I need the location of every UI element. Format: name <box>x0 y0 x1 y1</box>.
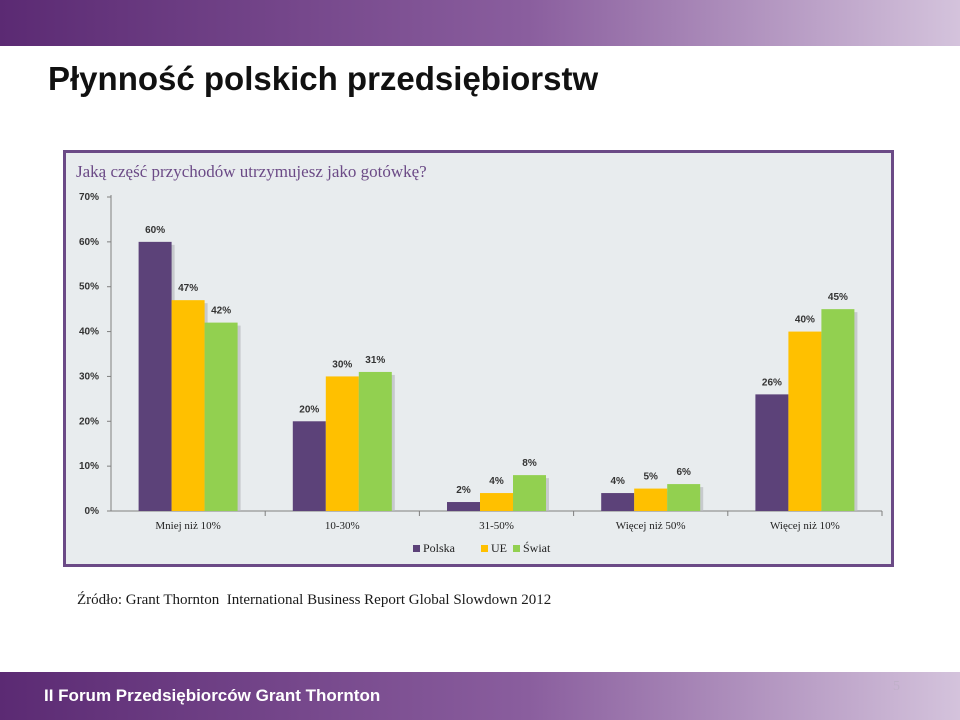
bar-świat <box>667 484 701 511</box>
legend-label: Świat <box>523 541 551 555</box>
data-label: 31% <box>365 355 385 366</box>
bar-polska <box>755 394 789 511</box>
bar-świat <box>821 309 855 511</box>
data-label: 20% <box>299 404 319 415</box>
top-band <box>0 0 960 46</box>
legend-label: Polska <box>423 541 456 555</box>
bar-świat <box>358 371 392 511</box>
legend-swatch-świat <box>513 545 520 552</box>
chart-panel: Jaką część przychodów utrzymujesz jako g… <box>63 150 894 567</box>
y-tick-label: 70% <box>79 192 99 203</box>
bar-polska <box>138 241 172 511</box>
y-tick-label: 0% <box>85 506 100 517</box>
bar-ue <box>171 300 205 511</box>
bar-polska <box>447 502 480 511</box>
y-tick-label: 30% <box>79 371 99 382</box>
y-tick-label: 60% <box>79 237 99 248</box>
data-label: 4% <box>489 476 504 487</box>
data-label: 6% <box>676 467 691 478</box>
footer-event-name: II Forum Przedsiębiorców Grant Thornton <box>44 686 381 705</box>
bar-polska <box>292 421 326 511</box>
data-label: 2% <box>456 485 471 496</box>
page-number: 5 <box>893 679 900 694</box>
y-tick-label: 10% <box>79 461 99 472</box>
bar-polska <box>601 493 635 511</box>
data-label: 42% <box>211 306 231 317</box>
y-tick-label: 20% <box>79 416 99 427</box>
bar-świat <box>513 475 546 511</box>
y-tick-label: 50% <box>79 282 99 293</box>
data-label: 5% <box>643 472 658 483</box>
bar-chart: Jaką część przychodów utrzymujesz jako g… <box>76 162 883 555</box>
x-category-label: Więcej niż 10% <box>770 520 840 532</box>
data-label: 8% <box>522 458 537 469</box>
x-category-label: 31-50% <box>479 520 514 532</box>
data-label: 26% <box>762 377 782 388</box>
bar-ue <box>480 493 513 511</box>
source-note: Źródło: Grant Thornton International Bus… <box>77 592 552 608</box>
legend-label: UE <box>491 541 507 555</box>
data-label: 45% <box>828 292 848 303</box>
legend-swatch-polska <box>413 545 420 552</box>
chart-title: Jaką część przychodów utrzymujesz jako g… <box>76 162 427 181</box>
bar-ue <box>325 376 359 511</box>
bar-świat <box>204 322 238 511</box>
bar-ue <box>788 331 822 511</box>
legend-swatch-ue <box>481 545 488 552</box>
data-label: 30% <box>332 359 352 370</box>
data-label: 4% <box>610 476 625 487</box>
x-category-label: Mniej niż 10% <box>155 520 220 532</box>
y-tick-label: 40% <box>79 327 99 338</box>
bar-ue <box>634 488 668 511</box>
x-category-label: Więcej niż 50% <box>616 520 686 532</box>
data-label: 60% <box>145 225 165 236</box>
data-label: 40% <box>795 315 815 326</box>
x-category-label: 10-30% <box>325 520 360 532</box>
slide-title: Płynność polskich przedsiębiorstw <box>48 60 599 97</box>
bottom-band <box>0 672 960 720</box>
data-label: 47% <box>178 283 198 294</box>
